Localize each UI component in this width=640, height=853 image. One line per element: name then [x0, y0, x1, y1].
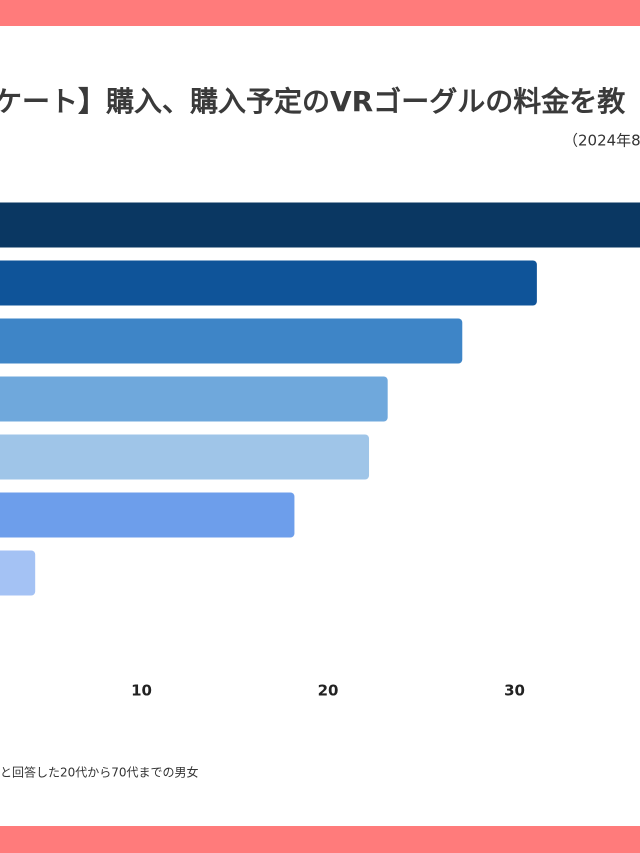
x-tick-label: 20	[318, 682, 339, 700]
bar	[0, 318, 463, 364]
bar	[0, 492, 295, 538]
chart-title: ケート】購入、購入予定のVRゴーグルの料金を教	[0, 85, 625, 118]
bar	[0, 434, 370, 480]
bottom-band	[0, 826, 640, 853]
footnote: と回答した20代から70代までの男女	[0, 765, 199, 780]
chart-subtitle: （2024年8	[563, 132, 640, 150]
bar	[0, 550, 36, 596]
bar	[0, 202, 640, 248]
bar	[0, 376, 388, 422]
bar	[0, 260, 537, 306]
top-band	[0, 0, 640, 26]
x-tick-label: 30	[504, 682, 525, 700]
x-tick-label: 10	[131, 682, 152, 700]
